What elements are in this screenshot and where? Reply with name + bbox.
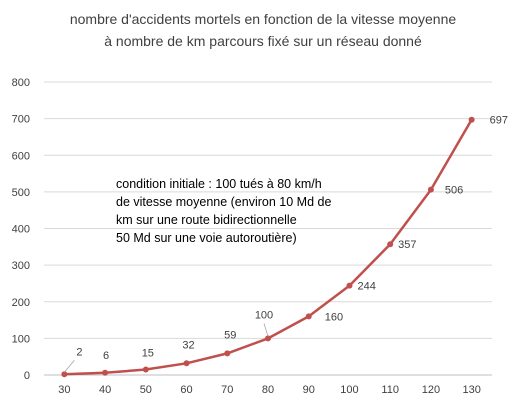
gridlines bbox=[44, 81, 492, 376]
data-label-130: 697 bbox=[490, 115, 508, 127]
data-label-80: 100 bbox=[255, 309, 273, 321]
data-label-120: 506 bbox=[445, 185, 463, 197]
data-point-70 bbox=[224, 350, 231, 357]
x-tick-label-90: 90 bbox=[303, 384, 315, 396]
data-point-120 bbox=[427, 186, 434, 193]
x-tick-label-30: 30 bbox=[58, 384, 70, 396]
data-point-110 bbox=[387, 241, 394, 248]
data-label-90: 160 bbox=[325, 311, 343, 323]
chart-annotation: condition initiale : 100 tués à 80 km/h … bbox=[116, 177, 331, 245]
data-point-80 bbox=[265, 335, 271, 342]
x-axis-tick-labels: 30 40 50 60 70 80 90 100 110 120 130 bbox=[58, 384, 481, 396]
annotation-line-1: condition initiale : 100 tués à 80 km/h bbox=[116, 177, 322, 191]
series bbox=[61, 116, 475, 378]
x-tick-label-110: 110 bbox=[381, 384, 399, 396]
data-label-100: 244 bbox=[357, 281, 375, 293]
y-tick-label-700: 700 bbox=[12, 114, 30, 126]
x-tick-label-60: 60 bbox=[180, 384, 192, 396]
data-label-70: 59 bbox=[224, 329, 236, 341]
x-tick-label-40: 40 bbox=[99, 384, 111, 396]
chart-title-line-1: nombre d'accidents mortels en fonction d… bbox=[70, 11, 457, 27]
y-tick-label-0: 0 bbox=[24, 370, 30, 382]
chart-title-line-2: à nombre de km parcours fixé sur un rése… bbox=[104, 33, 422, 49]
x-tick-label-50: 50 bbox=[140, 384, 152, 396]
data-label-110: 357 bbox=[398, 239, 416, 251]
y-tick-label-400: 400 bbox=[12, 224, 30, 236]
data-label-leader-30 bbox=[64, 360, 75, 373]
annotation-line-3: km sur une route bidirectionnelle bbox=[116, 213, 297, 227]
data-point-50 bbox=[142, 366, 149, 373]
data-point-60 bbox=[183, 360, 190, 367]
x-tick-label-70: 70 bbox=[221, 384, 233, 396]
data-point-40 bbox=[102, 369, 109, 376]
annotation-line-2: de vitesse moyenne (environ 10 Md de bbox=[116, 195, 331, 209]
data-point-100 bbox=[346, 282, 353, 289]
y-tick-label-600: 600 bbox=[12, 150, 30, 162]
y-tick-label-800: 800 bbox=[12, 77, 30, 89]
data-label-40: 6 bbox=[103, 350, 109, 362]
chart-title: nombre d'accidents mortels en fonction d… bbox=[70, 11, 457, 49]
data-point-30 bbox=[61, 371, 68, 378]
data-label-leader-80 bbox=[263, 323, 269, 337]
y-tick-label-100: 100 bbox=[12, 333, 30, 345]
data-labels: 2 6 15 32 59 100 160 244 357 506 697 bbox=[64, 115, 508, 373]
y-tick-label-300: 300 bbox=[12, 260, 30, 272]
data-point-90 bbox=[305, 313, 312, 320]
x-tick-label-130: 130 bbox=[462, 384, 480, 396]
data-label-30: 2 bbox=[76, 346, 82, 358]
x-tick-label-80: 80 bbox=[262, 384, 274, 396]
data-point-130 bbox=[468, 116, 475, 123]
data-label-60: 32 bbox=[182, 339, 194, 351]
x-tick-label-120: 120 bbox=[422, 384, 440, 396]
y-axis-tick-labels: 0 100 200 300 400 500 600 700 800 bbox=[12, 77, 30, 382]
y-tick-label-500: 500 bbox=[12, 187, 30, 199]
y-tick-label-200: 200 bbox=[12, 297, 30, 309]
annotation-line-4: 50 Md sur une voie autoroutière) bbox=[116, 231, 297, 245]
data-label-50: 15 bbox=[142, 348, 154, 360]
x-tick-label-100: 100 bbox=[340, 384, 358, 396]
